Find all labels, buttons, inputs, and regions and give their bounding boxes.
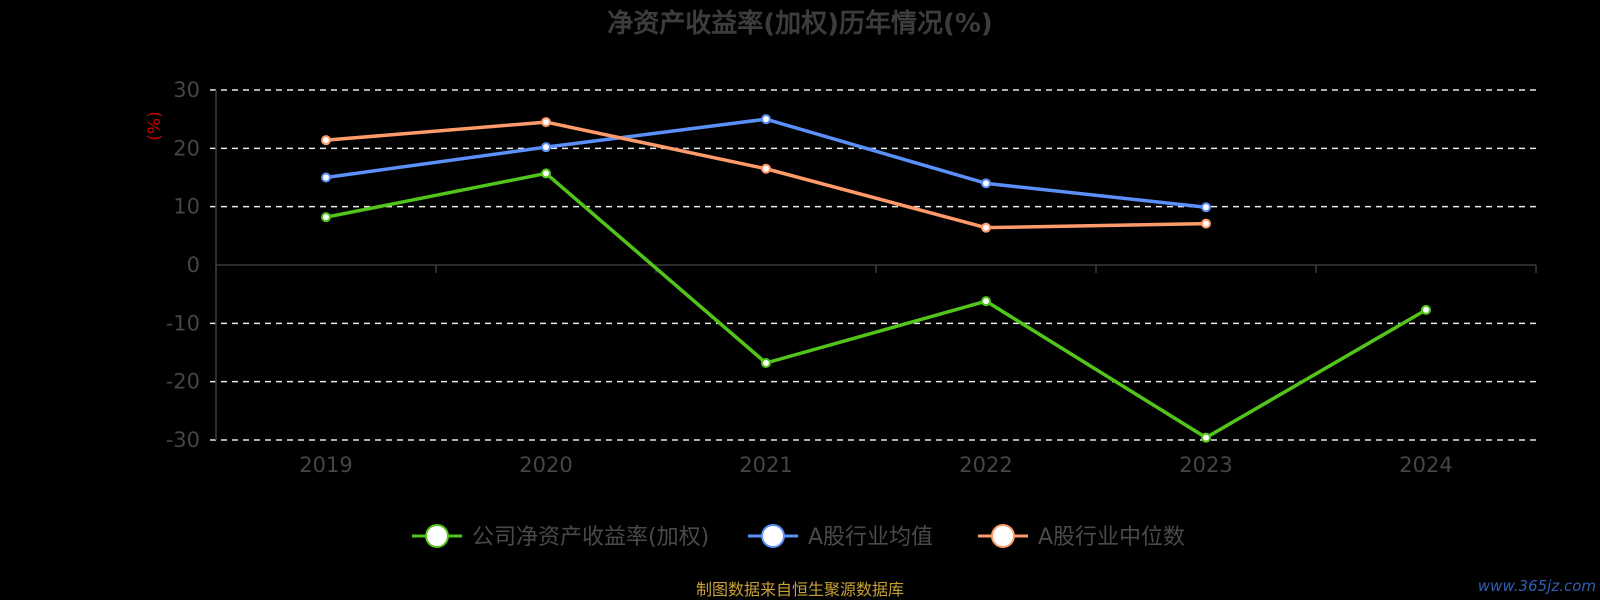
y-tick-label: 30 [173,78,200,102]
data-point[interactable] [321,212,331,223]
series-line [325,120,1207,230]
data-point[interactable] [541,117,551,128]
x-tick-label: 2024 [1399,453,1452,477]
series-lines [321,114,1431,443]
legend-item[interactable]: A股行业中位数 [978,524,1185,550]
data-point[interactable] [1201,432,1211,443]
y-tick-label: -20 [166,370,200,394]
x-tick-label: 2022 [959,453,1012,477]
legend-swatch-marker [761,524,785,548]
legend-swatch-marker [425,524,449,548]
data-point[interactable] [761,114,771,125]
y-tick-label: -30 [166,428,200,452]
series-line [325,117,1207,209]
legend[interactable]: 公司净资产收益率(加权) A股行业均值 A股行业中位数 [412,524,1185,550]
legend-item[interactable]: A股行业均值 [748,524,933,550]
series-group [321,114,1211,213]
x-tick-label: 2020 [519,453,572,477]
legend-swatch-marker [991,524,1015,548]
data-point[interactable] [1421,304,1431,315]
axes: 30 20 10 0 -10 -20 -30 2019 2020 2021 2022 2023 2024 [166,78,1537,477]
data-point[interactable] [321,172,331,183]
series-group [321,168,1431,443]
series-group [321,117,1211,233]
data-point[interactable] [761,358,771,368]
data-source-note: 制图数据来自恒生聚源数据库 [696,580,904,599]
y-tick-label: 10 [173,195,200,219]
data-point[interactable] [321,135,331,146]
legend-label: A股行业均值 [808,525,933,550]
legend-item[interactable]: 公司净资产收益率(加权) [412,524,709,550]
gridlines [210,89,1536,441]
x-tick-label: 2021 [739,453,792,477]
data-point[interactable] [981,222,991,233]
data-point[interactable] [1201,218,1211,229]
data-point[interactable] [541,168,551,179]
series-line [325,171,1427,440]
y-axis-unit-label: (%) [145,111,165,140]
y-tick-label: 0 [187,253,200,277]
data-point[interactable] [761,163,771,174]
y-tick-label: 20 [173,136,200,160]
x-tick-label: 2019 [299,453,352,477]
x-tick-label: 2023 [1179,453,1232,477]
data-point[interactable] [541,142,551,153]
data-point[interactable] [981,178,991,189]
data-point[interactable] [1201,202,1211,213]
legend-label: A股行业中位数 [1038,525,1185,550]
legend-label: 公司净资产收益率(加权) [472,525,709,550]
chart-title: 净资产收益率(加权)历年情况(%) [607,8,993,39]
y-tick-label: -10 [166,311,200,335]
data-point[interactable] [981,296,991,307]
site-watermark: www.365jz.com [1478,577,1596,595]
